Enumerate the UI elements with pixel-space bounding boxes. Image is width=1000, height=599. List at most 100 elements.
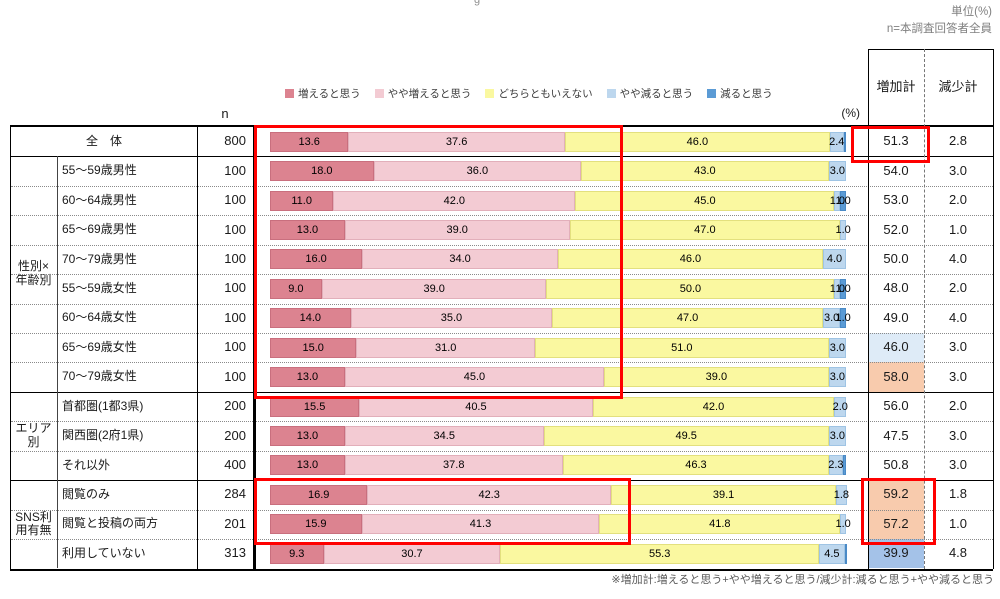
decrease-total-value: 2.0 — [948, 398, 968, 414]
bar-segment-slight-decrease — [834, 190, 841, 211]
increase-total-value: 57.2 — [868, 509, 924, 540]
bar-value-label: 1.0 — [829, 194, 846, 207]
bar-segment-neutral — [604, 367, 829, 388]
increase-total-value: 49.0 — [883, 309, 909, 325]
bar-value-label: 15.0 — [302, 341, 324, 354]
bar: 15.9 41.3 41.8 1.0 — [270, 514, 851, 535]
bar-value-label: 45.0 — [694, 194, 716, 207]
title-fragment: g — [474, 0, 481, 6]
bar-value-label: 42.3 — [478, 488, 500, 501]
bar-segment-slight-increase — [344, 455, 563, 476]
neutral-swatch-icon — [485, 89, 495, 98]
bar-value-label: 39.1 — [712, 488, 735, 501]
row-label: 70〜79歳女性 — [62, 369, 137, 384]
bar: 16.0 34.0 46.0 4.0 — [270, 249, 846, 270]
bar-segment-slight-decrease — [828, 426, 846, 447]
decrease-total-value: 3.0 — [948, 339, 968, 355]
n-value: 100 — [224, 339, 246, 355]
bar-value-label: 39.0 — [446, 224, 468, 237]
bar-segment-neutral — [500, 543, 819, 564]
grid-line — [11, 450, 993, 452]
decrease-total-value: 3.0 — [948, 427, 968, 443]
row-label: 60〜64歳女性 — [62, 310, 137, 325]
slight-decrease-swatch-icon — [606, 89, 616, 98]
unit-note: 単位(%) — [951, 6, 992, 18]
grid-line — [11, 539, 993, 541]
bar-segment-decrease — [844, 543, 847, 564]
bar-value-label: 31.0 — [434, 341, 457, 354]
n-value: 100 — [224, 368, 246, 384]
bar-value-label: 45.0 — [463, 371, 486, 384]
bar-segment-slight-decrease — [828, 337, 846, 358]
grid-line — [11, 362, 993, 364]
n-value: 200 — [224, 427, 246, 443]
bar-value-label: 13.6 — [298, 135, 320, 148]
bar-segment-slight-decrease — [828, 367, 846, 388]
increase-total-value: 52.0 — [883, 221, 909, 237]
decrease-total-value: 2.0 — [948, 192, 968, 208]
row-label: 65〜69歳男性 — [62, 222, 137, 237]
bar-value-label: 47.0 — [694, 224, 716, 237]
bar: 13.6 37.6 46.0 2.4 — [270, 131, 846, 152]
bar-segment-slight-increase — [344, 367, 605, 388]
legend-label: やや増えると思う — [387, 88, 472, 100]
bar-value-label: 2.3 — [828, 459, 844, 472]
bar: 13.0 39.0 47.0 1.0 — [270, 220, 851, 241]
increase-total-header: 増加計 — [876, 79, 916, 95]
increase-total-value: 50.8 — [883, 457, 909, 472]
bar-segment-slight-decrease — [834, 278, 841, 299]
bar-segment-slight-decrease — [836, 484, 847, 505]
bar-value-label: 3.0 — [829, 430, 846, 443]
bar-segment-neutral — [575, 190, 835, 211]
footnote: ※増加計:増えると思う+やや増えると思う/減少計:減ると思う+やや減ると思う — [611, 574, 994, 586]
highlight-box-bars-gender-age — [254, 125, 623, 399]
group-cell: エリア 別 — [15, 421, 52, 450]
increase-total-value: 47.5 — [883, 427, 909, 443]
bar-segment-neutral — [581, 161, 829, 182]
n-value: 200 — [224, 398, 246, 414]
bar-segment-increase — [270, 249, 363, 270]
bar-value-label: 39.0 — [705, 371, 728, 384]
bar-value-label: 16.0 — [305, 253, 327, 266]
bar-value-label: 1.0 — [835, 194, 851, 207]
percent-label: (%) — [841, 106, 860, 121]
bar-value-label: 37.6 — [445, 135, 468, 148]
bar: 13.0 34.5 49.5 3.0 — [270, 426, 846, 447]
bar-value-label: 40.5 — [465, 400, 487, 413]
bar-value-label: 50.0 — [679, 282, 702, 295]
bar: 13.0 45.0 39.0 3.0 — [270, 367, 846, 388]
bar-value-label: 1.0 — [835, 518, 851, 531]
grid-line — [11, 185, 993, 187]
bar-segment-slight-increase — [356, 337, 535, 358]
bar-value-label: 34.0 — [449, 253, 471, 266]
bar-segment-neutral — [564, 131, 830, 152]
bar-segment-slight-increase — [348, 131, 565, 152]
bar-value-label: 1.0 — [835, 282, 851, 295]
group-cell: 性別× 年齢別 — [15, 259, 52, 288]
n-column-label: n — [221, 105, 229, 121]
bar-value-label: 3.0 — [823, 312, 840, 325]
bar-segment-increase — [270, 426, 345, 447]
bar-value-label: 1.8 — [833, 488, 850, 501]
bar-segment-increase — [270, 131, 349, 152]
bar-value-label: 2.0 — [832, 400, 848, 413]
decrease-total-value: 3.0 — [948, 368, 968, 384]
bar-segment-increase — [270, 220, 345, 241]
unit-notes: 単位(%) n=本調査回答者全員 — [887, 4, 992, 38]
legend-item-neutral: どちらともいえない — [485, 86, 593, 101]
bar-value-label: 30.7 — [401, 547, 423, 560]
bar-segment-decrease — [840, 190, 846, 211]
bar-segment-increase — [270, 367, 345, 388]
bar-value-label: 46.0 — [679, 253, 702, 266]
bar-segment-increase — [270, 455, 345, 476]
increase-total-value: 48.0 — [883, 280, 909, 296]
increase-total-value: 54.0 — [883, 162, 909, 178]
bar-segment-neutral — [599, 514, 841, 535]
grid-line — [11, 215, 993, 217]
increase-total-value: 50.0 — [883, 250, 909, 266]
bar-segment-neutral — [546, 278, 835, 299]
bar-segment-neutral — [534, 337, 829, 358]
bar-value-label: 1.0 — [835, 312, 851, 325]
bar-value-label: 11.0 — [291, 194, 312, 207]
bar-segment-decrease — [840, 278, 846, 299]
